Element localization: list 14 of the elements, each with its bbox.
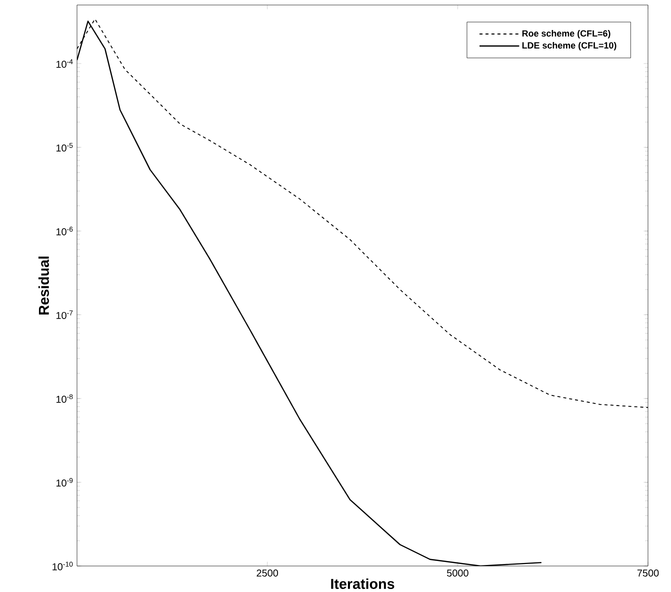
y-axis-title: Residual xyxy=(38,256,49,314)
y-tick-label: 10$^{-8}$ xyxy=(56,394,73,403)
y-tick-label: 10$^{-5}$ xyxy=(56,142,73,152)
legend-label: LDE scheme (CFL=10) xyxy=(522,42,616,50)
y-tick-label: 10$^{-6}$ xyxy=(56,226,73,236)
x-tick-label: 5000 xyxy=(446,569,468,576)
x-tick-label: 2500 xyxy=(256,569,278,576)
x-tick-label: 7500 xyxy=(637,569,659,576)
y-tick-label: 10$^{-9}$ xyxy=(56,478,73,486)
y-tick-label: 10$^{-4}$ xyxy=(56,59,73,68)
y-tick-label: 10$^{-10}$ xyxy=(52,562,73,570)
x-axis-title: Iterations xyxy=(331,578,394,589)
y-tick-label: 10$^{-7}$ xyxy=(56,310,73,319)
legend-label: Roe scheme (CFL=6) xyxy=(522,30,610,38)
